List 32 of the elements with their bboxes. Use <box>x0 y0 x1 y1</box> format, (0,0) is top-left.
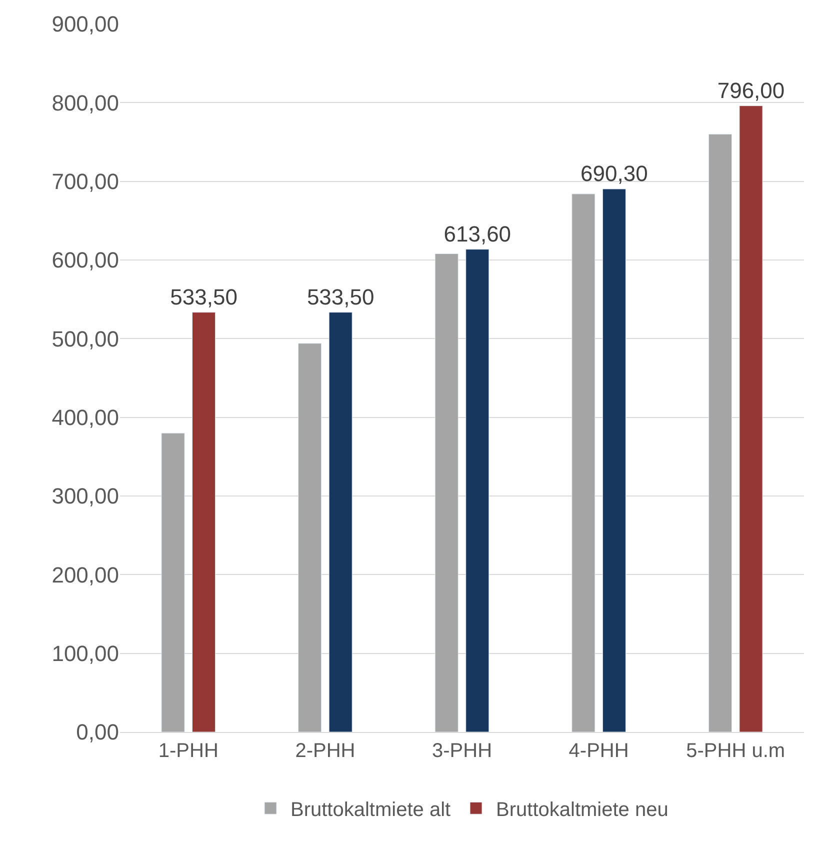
legend-label: Bruttokaltmiete neu <box>496 798 668 821</box>
y-tick-label: 800,00 <box>52 90 119 116</box>
data-label: 796,00 <box>717 78 785 103</box>
y-tick-label: 100,00 <box>52 641 119 666</box>
y-tick-label: 0,00 <box>76 720 119 745</box>
bar <box>161 432 185 732</box>
bar <box>192 312 216 732</box>
bar <box>434 253 458 732</box>
bar <box>328 312 352 732</box>
y-tick-label: 300,00 <box>52 484 119 509</box>
bar <box>572 194 596 732</box>
bar <box>739 106 763 732</box>
bar <box>708 134 732 732</box>
data-label: 613,60 <box>444 221 512 246</box>
y-tick-label: 500,00 <box>52 326 119 352</box>
x-tick-label: 2-PHH <box>295 740 356 762</box>
x-tick-label: 5-PHH u.m <box>686 740 786 762</box>
y-tick-label: 200,00 <box>52 562 119 588</box>
bar <box>466 249 490 732</box>
x-tick-label: 3-PHH <box>432 740 492 762</box>
bar <box>602 188 626 732</box>
x-tick-label: 1-PHH <box>158 740 218 762</box>
legend-label: Bruttokaltmiete alt <box>290 798 452 821</box>
y-tick-label: 400,00 <box>52 405 119 430</box>
bar <box>298 343 322 732</box>
y-tick-label: 600,00 <box>52 248 119 273</box>
x-tick-label: 4-PHH <box>568 740 629 762</box>
y-tick-label: 700,00 <box>52 169 119 194</box>
data-label: 533,50 <box>306 284 374 310</box>
data-label: 533,50 <box>170 284 238 310</box>
y-tick-label: 900,00 <box>52 12 119 37</box>
data-label: 690,30 <box>580 160 648 186</box>
